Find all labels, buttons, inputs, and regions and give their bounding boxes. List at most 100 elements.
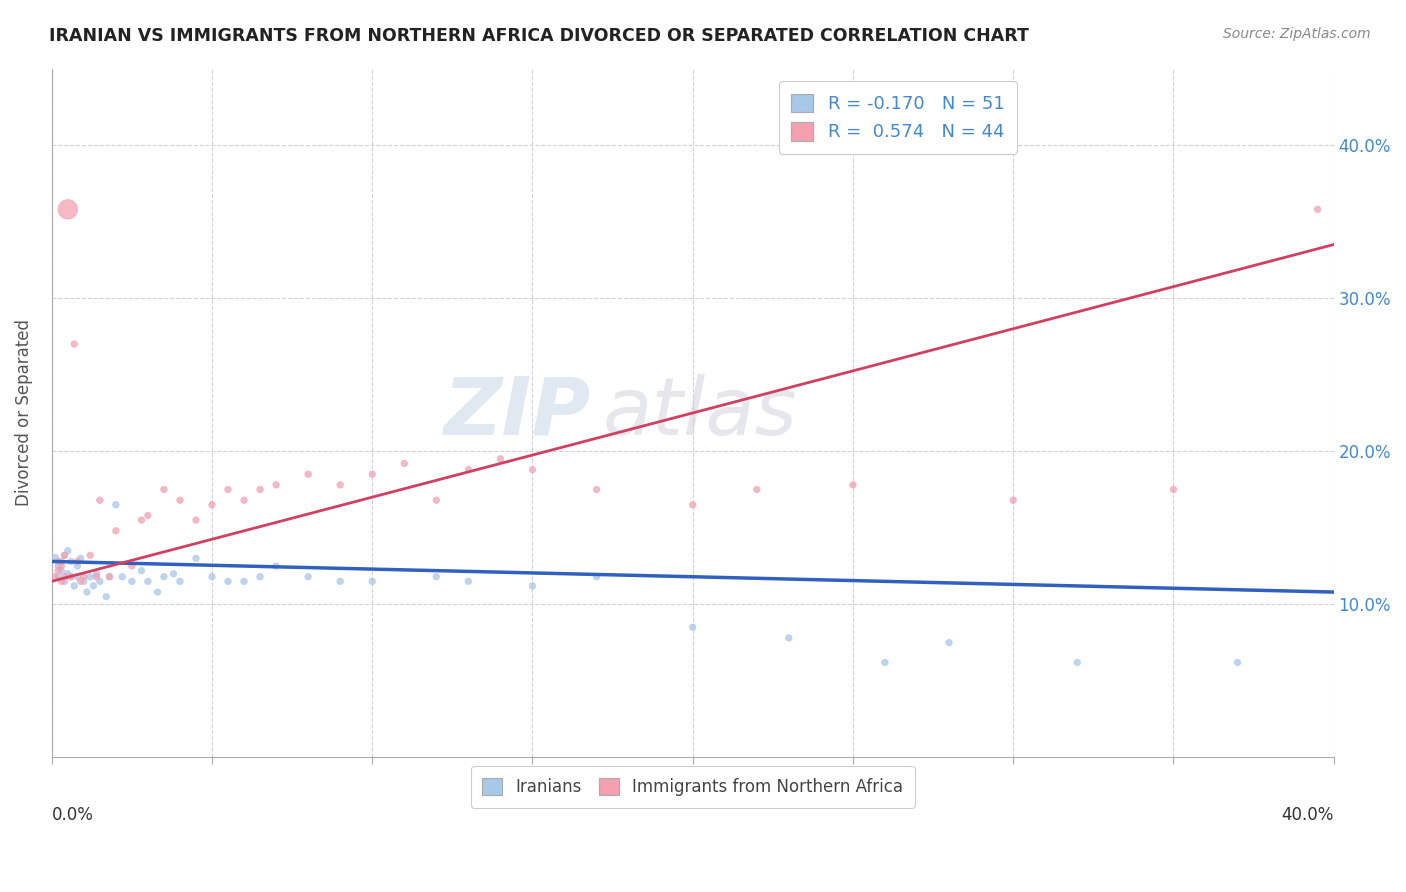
Point (46, 554, 69, 568)
Point (56, 566, 79, 581)
Point (53, 574, 76, 589)
Point (457, 462, 479, 476)
Point (56, 543, 79, 558)
Point (111, 570, 134, 584)
Point (69, 551, 91, 566)
Point (44, 551, 66, 566)
Point (79, 570, 101, 584)
Point (59, 554, 82, 568)
Point (425, 570, 447, 584)
Point (264, 559, 287, 574)
Text: Source: ZipAtlas.com: Source: ZipAtlas.com (1223, 27, 1371, 41)
Point (51, 559, 73, 574)
Point (59, 570, 82, 584)
Point (66, 559, 89, 574)
Point (201, 570, 224, 584)
Point (98, 570, 121, 584)
Point (53, 570, 76, 584)
Point (146, 585, 169, 599)
Point (79, 549, 101, 563)
Point (329, 574, 352, 589)
Point (136, 574, 159, 589)
Text: 0.0%: 0.0% (52, 805, 94, 823)
Point (59, 570, 82, 584)
Point (86, 566, 108, 581)
Point (121, 574, 143, 589)
Legend: Iranians, Immigrants from Northern Africa: Iranians, Immigrants from Northern Afric… (471, 766, 915, 807)
Point (361, 467, 384, 482)
Point (394, 457, 416, 471)
Point (76, 585, 98, 599)
Point (89, 574, 111, 589)
Point (153, 483, 176, 497)
Point (153, 570, 176, 584)
Point (249, 570, 271, 584)
Point (233, 493, 256, 508)
Point (585, 483, 607, 497)
Point (131, 564, 153, 578)
Point (938, 635, 960, 649)
Point (162, 566, 184, 581)
Point (249, 483, 271, 497)
Point (82, 579, 104, 593)
Point (56, 202, 79, 217)
Point (201, 498, 224, 512)
Point (329, 478, 352, 492)
Y-axis label: Divorced or Separated: Divorced or Separated (15, 319, 32, 507)
Point (51, 554, 73, 568)
Point (522, 579, 544, 593)
Point (264, 478, 287, 492)
Point (66, 554, 89, 568)
Point (682, 620, 704, 634)
Point (89, 493, 111, 508)
Point (184, 513, 207, 527)
Point (136, 508, 159, 523)
Point (86, 570, 108, 584)
Point (184, 551, 207, 566)
Text: ZIP: ZIP (443, 374, 591, 452)
Point (53, 549, 76, 563)
Point (778, 631, 800, 645)
Text: atlas: atlas (603, 374, 797, 452)
Point (745, 483, 768, 497)
Point (1066, 656, 1088, 670)
Point (233, 574, 256, 589)
Point (842, 478, 865, 492)
Point (1306, 202, 1329, 217)
Point (63, 337, 86, 351)
Point (53, 549, 76, 563)
Point (217, 574, 239, 589)
Point (46, 570, 69, 584)
Point (73, 570, 96, 584)
Point (96, 590, 118, 604)
Point (1002, 493, 1025, 508)
Point (73, 574, 96, 589)
Point (63, 579, 86, 593)
Point (69, 574, 91, 589)
Point (489, 451, 512, 466)
Point (46, 564, 69, 578)
Point (131, 513, 153, 527)
Point (297, 570, 319, 584)
Point (169, 574, 191, 589)
Point (297, 467, 319, 482)
Point (361, 574, 384, 589)
Point (457, 574, 479, 589)
Point (51, 564, 73, 578)
Text: 40.0%: 40.0% (1281, 805, 1334, 823)
Point (217, 483, 239, 497)
Point (1163, 483, 1185, 497)
Point (104, 498, 127, 512)
Point (169, 493, 191, 508)
Point (585, 570, 607, 584)
Point (46, 559, 69, 574)
Point (66, 570, 89, 584)
Point (1226, 656, 1249, 670)
Point (522, 462, 544, 476)
Point (44, 570, 66, 584)
Point (873, 656, 896, 670)
Point (51, 574, 73, 589)
Point (104, 524, 127, 538)
Text: IRANIAN VS IMMIGRANTS FROM NORTHERN AFRICA DIVORCED OR SEPARATED CORRELATION CHA: IRANIAN VS IMMIGRANTS FROM NORTHERN AFRI… (49, 27, 1029, 45)
Point (425, 493, 447, 508)
